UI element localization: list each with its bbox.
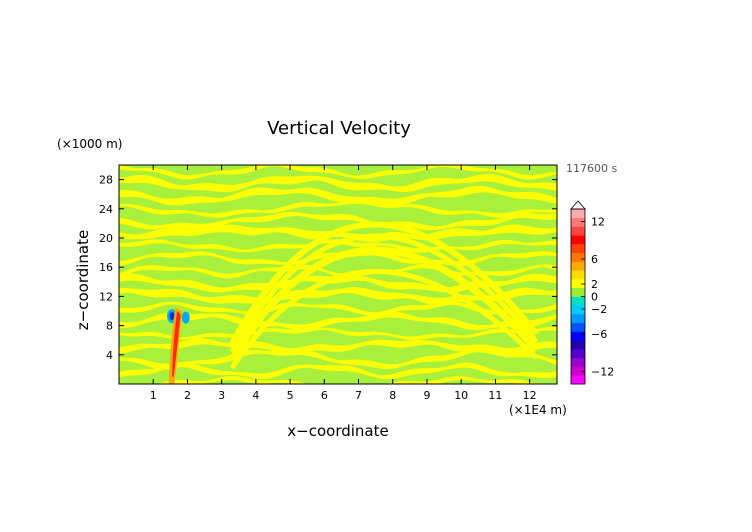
colorbar-segment (571, 235, 585, 245)
colorbar-segment (571, 349, 585, 359)
colorbar-segment (571, 287, 585, 297)
velocity-band (119, 326, 557, 341)
updraft-core (172, 311, 181, 377)
colorbar-segment (571, 296, 585, 306)
velocity-band (119, 239, 557, 253)
velocity-band (119, 287, 557, 306)
colorbar-segment (571, 357, 585, 367)
x-tick-label: 11 (488, 389, 502, 402)
colorbar-tick-label: −12 (591, 366, 614, 379)
velocity-band (119, 301, 557, 316)
x-tick-label: 12 (523, 389, 537, 402)
x-tick-label: 7 (355, 389, 362, 402)
x-tick-label: 6 (321, 389, 328, 402)
velocity-arc (228, 246, 540, 362)
y-tick-label: 12 (99, 290, 113, 303)
downdraft-core (169, 312, 175, 321)
velocity-arc (229, 221, 539, 346)
colorbar-segment (571, 270, 585, 280)
x-axis: 1 2 3 4 5 6 7 8 9 10 11 12 (150, 165, 537, 402)
x-tick-label: 9 (423, 389, 430, 402)
positive-velocity-bands (119, 165, 557, 384)
colorbar-tick-label: 0 (591, 291, 598, 304)
updraft-plume (167, 307, 190, 384)
colorbar-tick-label: 12 (591, 216, 605, 229)
colorbar-segment (571, 314, 585, 324)
plot-frame (118, 164, 558, 385)
colorbar-segment (571, 209, 585, 219)
x-tick-label: 5 (287, 389, 294, 402)
x-tick-label: 4 (252, 389, 259, 402)
y-tick-label: 16 (99, 261, 113, 274)
colorbar-segment (571, 322, 585, 332)
velocity-band (157, 375, 538, 384)
velocity-band (119, 185, 557, 207)
colorbar-tick-label: 2 (591, 278, 598, 291)
x-unit-label: (×1E4 m) (509, 403, 567, 417)
y-tick-label: 28 (99, 174, 113, 187)
y-tick-label: 4 (106, 349, 113, 362)
velocity-band (119, 173, 557, 193)
velocity-band (119, 263, 557, 279)
x-tick-label: 2 (184, 389, 191, 402)
x-tick-label: 8 (389, 389, 396, 402)
velocity-band (119, 338, 557, 354)
colorbar-segment (571, 340, 585, 350)
plot-area (119, 165, 557, 384)
colorbar-segment (571, 366, 585, 376)
colorbar-segment (571, 375, 585, 385)
colorbar-tick-label: −6 (591, 328, 607, 341)
colorbar: 12 6 20−2 −6 −12 (570, 200, 614, 385)
colorbar-segment (571, 305, 585, 315)
downdraft-blue-right (181, 311, 190, 324)
y-axis-label: z−coordinate (74, 230, 92, 330)
colorbar-segment (571, 261, 585, 271)
velocity-arc (229, 268, 539, 370)
velocity-band (119, 165, 557, 180)
y-tick-label: 8 (106, 320, 113, 333)
y-unit-label: (×1000 m) (57, 137, 122, 151)
velocity-band (119, 211, 557, 231)
colorbar-segment (571, 331, 585, 341)
y-tick-label: 24 (99, 203, 113, 216)
x-tick-label: 3 (218, 389, 225, 402)
time-label: 117600 s (566, 162, 617, 175)
y-axis: 4 8 12 16 20 24 28 (99, 174, 557, 362)
colorbar-segment (571, 279, 585, 289)
velocity-band (119, 362, 557, 380)
velocity-arc (229, 233, 539, 354)
velocity-band (119, 310, 557, 331)
colorbar-tick-label: 6 (591, 253, 598, 266)
chart-title: Vertical Velocity (267, 118, 411, 139)
colorbar-segment (571, 252, 585, 262)
velocity-band (119, 199, 557, 218)
colorbar-segment (571, 226, 585, 236)
x-tick-label: 1 (150, 389, 157, 402)
colorbar-segment (571, 244, 585, 254)
colorbar-tick-label: −2 (591, 303, 607, 316)
velocity-band (119, 251, 557, 267)
colorbar-segment (571, 217, 585, 227)
colorbar-extend-arrow (570, 200, 586, 210)
y-tick-label: 20 (99, 232, 113, 245)
x-axis-label: x−coordinate (287, 422, 388, 440)
x-tick-label: 10 (454, 389, 468, 402)
